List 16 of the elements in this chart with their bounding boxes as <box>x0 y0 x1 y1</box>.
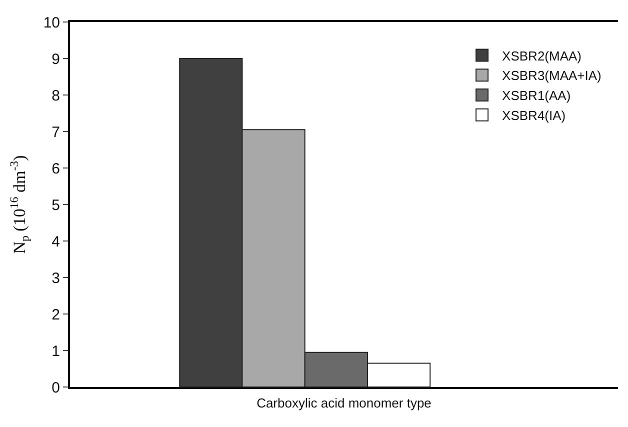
legend-label: XSBR4(IA) <box>502 108 566 123</box>
legend-label: XSBR1(AA) <box>502 88 571 104</box>
y-tick-label: 7 <box>52 124 60 141</box>
y-tick-label: 4 <box>52 233 60 250</box>
y-tick-label: 2 <box>52 306 60 324</box>
y-tick-label: 10 <box>43 14 60 32</box>
y-tick-label: 0 <box>52 379 60 396</box>
y-tick-label: 9 <box>52 50 60 68</box>
legend-label: XSBR3(MAA+IA) <box>502 68 602 84</box>
y-tick-label: 1 <box>52 342 60 360</box>
x-axis-title: Carboxylic acid monomer type <box>256 396 432 411</box>
y-tick-label: 8 <box>52 87 60 104</box>
y-tick-label: 3 <box>52 270 60 287</box>
y-tick-label: 6 <box>52 160 60 178</box>
y-tick-label: 5 <box>52 196 60 214</box>
legend-label: XSBR2(MAA) <box>502 48 582 64</box>
